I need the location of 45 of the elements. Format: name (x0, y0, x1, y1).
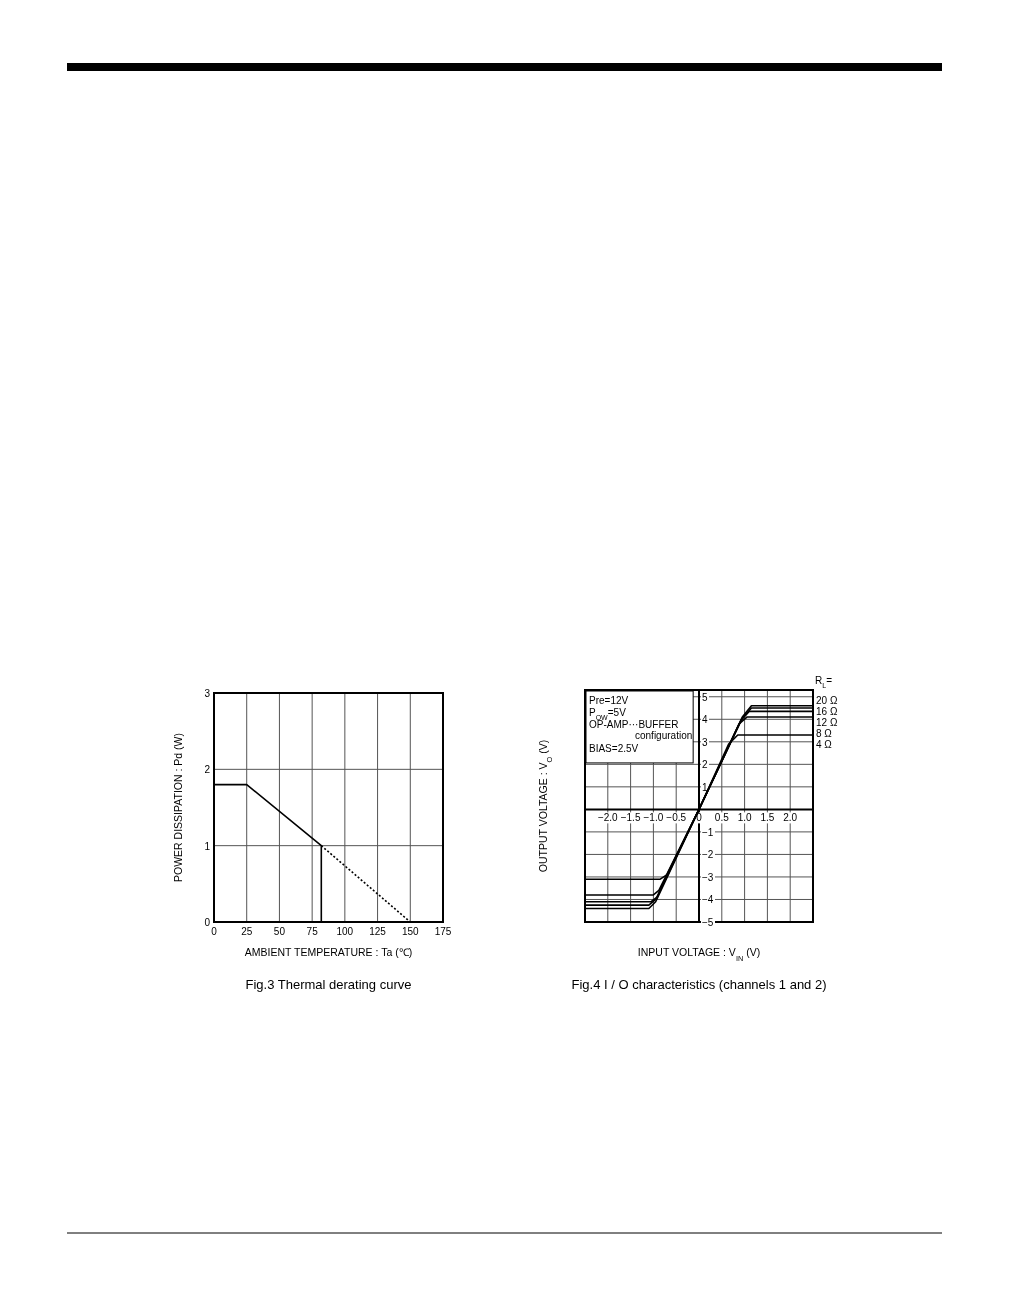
y-tick-label: −5 (702, 917, 714, 928)
x-tick-label: 1.0 (737, 812, 752, 824)
x-tick-label: 100 (336, 926, 354, 937)
annotation: P$_{OW}$=5V (589, 707, 627, 721)
y-tick-label: 3 (702, 736, 708, 748)
y-tick-label: −3 (702, 871, 714, 883)
annotation: OP-AMP···BUFFER configuration (589, 719, 693, 741)
x-tick-label: 125 (369, 926, 387, 937)
x-tick-label: 25 (241, 926, 253, 937)
x-tick-label: −1.0 (643, 812, 664, 824)
x-tick-label: 1.5 (760, 812, 775, 824)
series-label: 20 Ω (816, 694, 838, 706)
x-tick-label: 50 (273, 926, 286, 937)
x-tick-label: 75 (306, 926, 319, 937)
annotation: BIAS=2.5V (589, 743, 639, 754)
x-tick-label: −0.5 (666, 812, 687, 824)
x-tick-label: 0.5 (714, 812, 730, 824)
y-axis-title: POWER DISSIPATION : Pd (W) (172, 733, 184, 882)
y-tick-label: −4 (702, 894, 714, 906)
y-tick-label: −1 (702, 826, 714, 838)
text: Fig.3 Thermal derating curve (245, 977, 412, 992)
x-tick-label: 175 (434, 926, 452, 937)
x-tick-label: −1.5 (620, 812, 641, 824)
y-tick-label: 2 (204, 764, 211, 776)
text: Fig.4 I / O characteristics (channels 1 and 2) (571, 977, 827, 992)
series-label: 16 Ω (816, 705, 838, 717)
x-tick-label: 150 (401, 926, 420, 937)
series-label: 4 Ω (816, 738, 833, 750)
y-tick-label: 1 (204, 840, 211, 852)
y-tick-label: 5 (702, 691, 708, 703)
annotation: Pre=12V (589, 695, 629, 706)
y-tick-label: 1 (702, 781, 708, 793)
x-tick-label: 0 (211, 926, 218, 937)
y-tick-label: 2 (702, 759, 708, 771)
x-axis-title: INPUT VOLTAGE : V$_{IN}$ (V) (637, 946, 761, 963)
legend-title: R$_{L}$= (815, 675, 833, 689)
y-tick-label: −2 (702, 849, 714, 861)
y-tick-label: 0 (204, 917, 211, 928)
x-tick-label: 2.0 (783, 812, 798, 824)
y-tick-label: 4 (702, 714, 708, 726)
x-axis-title: AMBIENT TEMPERATURE : Ta (℃) (244, 946, 413, 958)
x-tick-label: −2.0 (597, 812, 619, 824)
series-label: 12 Ω (816, 716, 838, 728)
series-label: 8 Ω (816, 727, 833, 739)
y-tick-label: 3 (204, 688, 211, 699)
